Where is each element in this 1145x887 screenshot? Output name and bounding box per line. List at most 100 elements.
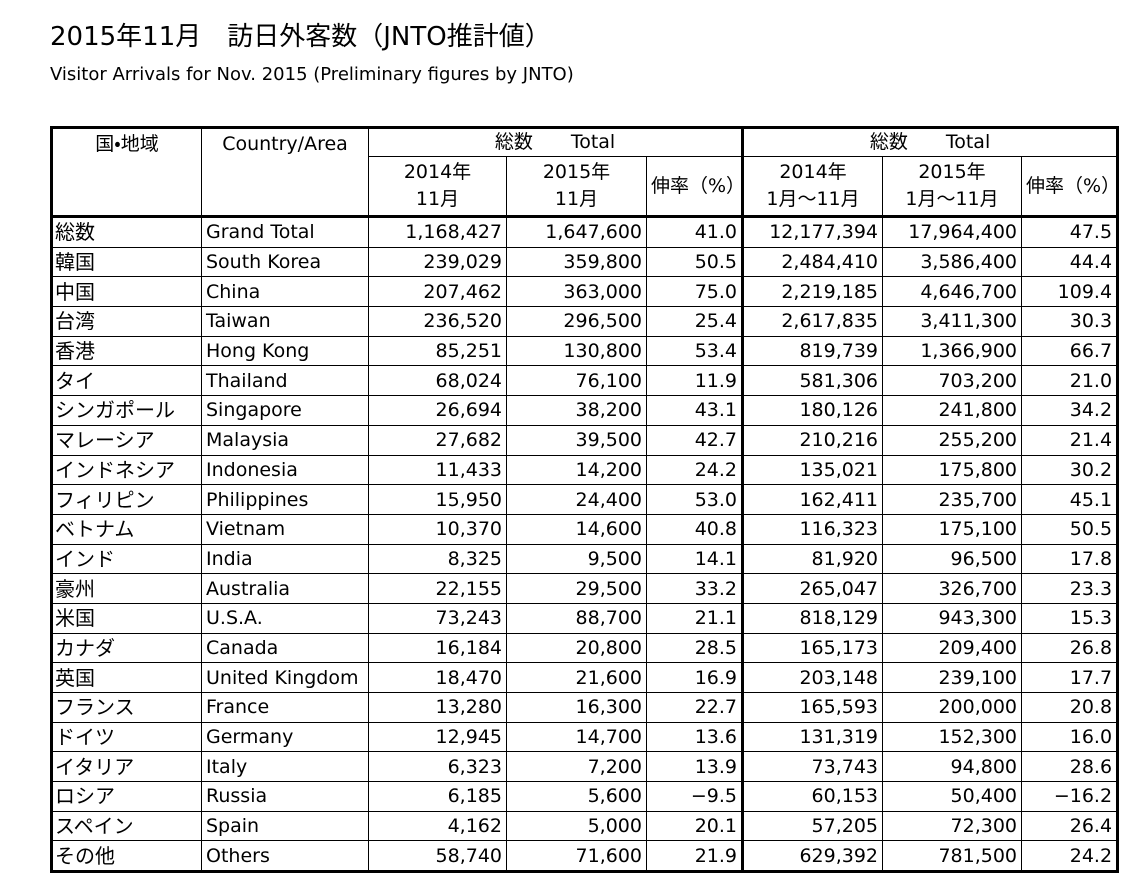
header-line: 2014年 [779,161,847,183]
number-cell: 21.9 [645,840,745,873]
number-cell: 6,185 [368,781,507,812]
region-cell: South Korea [201,246,369,278]
number-cell: 40.8 [645,513,745,545]
number-cell: 14,600 [506,513,647,545]
number-cell: 26.8 [1021,632,1119,664]
number-cell: 72,300 [882,810,1023,842]
number-cell: 13.9 [645,751,745,783]
number-cell: 203,148 [742,662,884,693]
number-cell: 58,740 [368,840,507,873]
number-cell: 629,392 [742,840,884,873]
region-cell: Spain [201,810,369,842]
region-cell: ベトナム [51,513,202,545]
number-cell: 239,029 [368,246,507,278]
number-cell: 96,500 [882,543,1023,575]
number-cell: 53.4 [645,335,745,367]
region-cell: Philippines [201,484,369,515]
data-row: 中国 China 207,462 363,000 75.0 2,219,185 4,646,… [51,276,1119,308]
number-cell: 26.4 [1021,810,1119,842]
number-cell: 26,694 [368,395,507,426]
region-cell: ロシア [51,781,202,812]
region-cell: Russia [201,781,369,812]
number-cell: 130,800 [506,335,647,367]
data-row: 台湾 Taiwan 236,520 296,500 25.4 2,617,835 3,411… [51,306,1119,337]
region-cell: 香港 [51,335,202,367]
header-line: 2015年 [542,161,611,183]
number-cell: −9.5 [645,781,745,812]
number-cell: 326,700 [882,573,1023,604]
number-cell: 94,800 [882,751,1023,783]
number-cell: 28.6 [1021,751,1119,783]
number-cell: 60,153 [742,781,884,812]
number-cell: 296,500 [506,306,647,337]
number-cell: 18,470 [368,662,507,693]
number-cell: 12,177,394 [742,216,884,248]
region-cell: フランス [51,692,202,723]
arrivals-table: 国・地域 Country/Area 総数 Total 総数 Total 2014年 11月… [50,126,1120,874]
number-cell: 85,251 [368,335,507,367]
number-cell: 15,950 [368,484,507,515]
region-cell: 総数 [51,216,202,248]
number-cell: 20.1 [645,810,745,842]
region-cell: 韓国 [51,246,202,278]
number-cell: 236,520 [368,306,507,337]
region-cell: Australia [201,573,369,604]
region-cell: China [201,276,369,308]
number-cell: 29,500 [506,573,647,604]
number-cell: 162,411 [742,484,884,515]
region-cell: Vietnam [201,513,369,545]
number-cell: 175,800 [882,454,1023,486]
number-cell: 21.0 [1021,365,1119,397]
number-cell: 241,800 [882,395,1023,426]
number-cell: 22,155 [368,573,507,604]
number-cell: 1,366,900 [882,335,1023,367]
number-cell: 152,300 [882,721,1023,753]
number-cell: 16,184 [368,632,507,664]
number-cell: 818,129 [742,602,884,634]
data-row: 韓国 South Korea 239,029 359,800 50.5 2,484,410… [51,246,1119,278]
number-cell: 165,593 [742,692,884,723]
region-cell: イタリア [51,751,202,783]
number-cell: 25.4 [645,306,745,337]
number-cell: 22.7 [645,692,745,723]
number-cell: 16,300 [506,692,647,723]
number-cell: 4,162 [368,810,507,842]
number-cell: 180,126 [742,395,884,426]
number-cell: 71,600 [506,840,647,873]
number-cell: 175,100 [882,513,1023,545]
number-cell: 38,200 [506,395,647,426]
number-cell: 6,323 [368,751,507,783]
number-cell: 235,700 [882,484,1023,515]
number-cell: 24,400 [506,484,647,515]
number-cell: 42.7 [645,424,745,456]
number-cell: 14,700 [506,721,647,753]
table-head: 国・地域 Country/Area 総数 Total 総数 Total 2014年 11月… [51,127,1119,218]
number-cell: 53.0 [645,484,745,515]
number-cell: 66.7 [1021,335,1119,367]
number-cell: 165,173 [742,632,884,664]
number-cell: 5,600 [506,781,647,812]
number-cell: 13,280 [368,692,507,723]
header-line: 伸率（%） [651,174,743,197]
number-cell: 16.0 [1021,721,1119,753]
region-cell: Thailand [201,365,369,397]
region-cell: United Kingdom [201,662,369,693]
data-row: 豪州 Australia 22,155 29,500 33.2 265,047 326,70… [51,573,1119,604]
number-cell: 10,370 [368,513,507,545]
data-row: 英国 United Kingdom 18,470 21,600 16.9 203,148 2… [51,662,1119,693]
number-cell: 21,600 [506,662,647,693]
number-cell: 2,219,185 [742,276,884,308]
number-cell: 47.5 [1021,216,1119,248]
column-header: 伸率（%） [1021,156,1119,218]
number-cell: 24.2 [645,454,745,486]
number-cell: 265,047 [742,573,884,604]
group-header: 総数 Total [367,127,745,157]
number-cell: 781,500 [882,840,1023,873]
number-cell: 88,700 [506,602,647,634]
column-header: 2015年 11月 [506,156,647,218]
region-cell: タイ [51,365,202,397]
number-cell: 30.3 [1021,306,1119,337]
number-cell: 17.7 [1021,662,1119,693]
number-cell: 207,462 [368,276,507,308]
